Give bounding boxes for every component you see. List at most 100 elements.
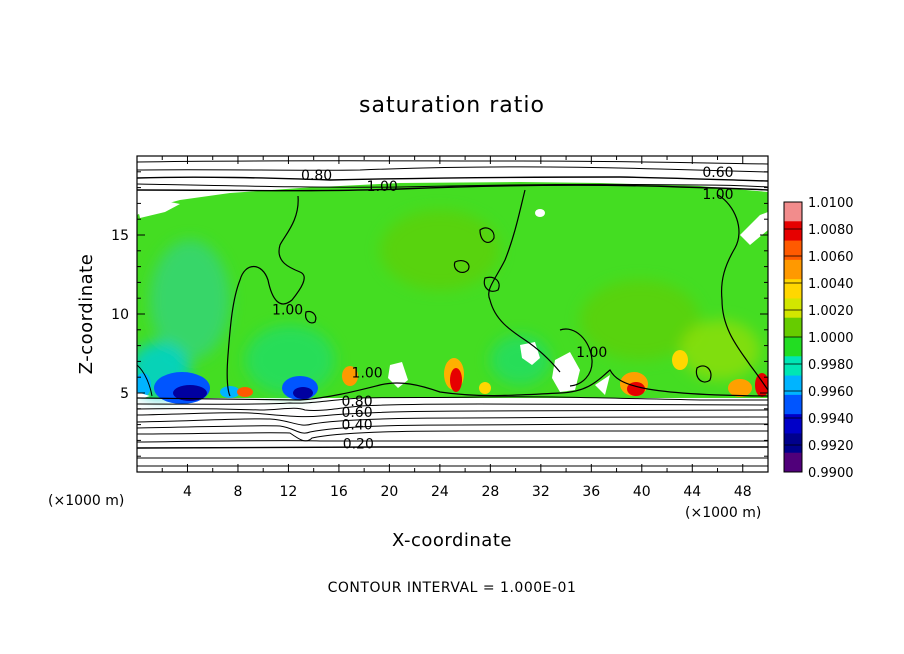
contour-line [717,194,768,391]
contour-line [695,365,712,383]
contour-label: 0.40 [341,418,372,434]
z-unit-label: (×1000 m) [48,493,124,509]
colorbar-label: 1.0080 [808,223,854,238]
unsaturated-hole [740,212,768,245]
contour-line [137,430,768,442]
contour-line [137,409,768,418]
moist-patch [245,325,335,395]
colorbar-label: 0.9980 [808,358,854,373]
x-axis-label: X-coordinate [392,530,512,551]
moist-patch [580,280,700,360]
moist-patch [680,320,760,380]
contour-label: 1.00 [367,179,398,195]
contour-label: 0.80 [341,394,372,410]
colorbar-swatch [784,317,802,338]
dry-pocket [173,385,207,401]
contour-line [137,396,768,405]
colorbar-swatch [784,279,802,299]
contour-line [137,364,153,397]
x-tick-label: 36 [582,484,600,500]
cloud-shading [137,210,760,398]
contour-label: 1.00 [352,365,383,381]
colorbar-swatch [784,433,802,454]
contour-line [305,310,317,324]
colorbar-swatch [784,298,802,319]
contour-label: 0.80 [301,168,332,184]
plot-area [137,156,768,472]
colorbar-swatch [784,375,802,396]
contour-line [483,276,500,292]
x-tick-label: 16 [330,484,348,500]
contour-line [137,423,768,434]
contour-interval-note: CONTOUR INTERVAL = 1.000E-01 [328,580,577,596]
colorbar-swatch [784,259,802,280]
colorbar-label: 0.9940 [808,412,854,427]
unsaturated-hole [535,209,545,217]
colorbar-swatch [784,202,802,222]
x-tick-label: 40 [633,484,651,500]
colorbar: 1.0100 1.0080 1.0060 1.0040 1.0020 1.0000 0.99… [783,196,854,481]
x-tick-label: 28 [481,484,499,500]
colorbar-swatch [784,337,802,357]
contour-line [226,195,305,397]
x-tick-label: 4 [183,484,192,500]
x-axis-ticks: 4 8 12 16 20 24 28 32 36 40 44 48 [161,156,752,500]
contour-label: 1.00 [702,187,733,203]
contour-line [137,403,768,411]
contour-label: 1.00 [576,345,607,361]
x-tick-label: 48 [734,484,752,500]
y-axis-ticks: 5 10 15 [111,171,768,457]
contour-line [137,176,768,182]
colorbar-swatch [784,221,802,242]
contour-label: 0.60 [702,165,733,181]
contour-line [137,416,768,426]
x-unit-label: (×1000 m) [685,505,761,521]
supersat-pocket [755,373,768,397]
colorbar-swatch [784,240,802,261]
y-tick-label: 5 [120,386,129,402]
colorbar-label: 0.9900 [808,466,854,481]
colorbar-label: 0.9960 [808,385,854,400]
supersat-pocket [672,350,688,370]
colorbar-swatch [784,452,802,473]
contour-line [137,184,768,192]
unsaturated-hole [137,200,180,218]
moist-patch [490,335,550,385]
x-tick-label: 20 [380,484,398,500]
colorbar-label: 1.0040 [808,277,854,292]
contour-lines [137,160,768,467]
x-tick-label: 24 [431,484,449,500]
y-tick-label: 10 [111,307,129,323]
chart-title: saturation ratio [359,93,545,118]
supersat-pocket [237,387,253,397]
colorbar-label: 1.0000 [808,331,854,346]
colorbar-swatch [784,394,802,415]
cloud-field [137,182,768,404]
contour-label: 1.00 [272,302,303,318]
supersat-pocket [450,368,462,392]
contour-label: 0.60 [341,405,372,421]
supersat-pocket [342,366,358,386]
contour-line [479,227,495,244]
contour-label: 0.20 [343,437,374,453]
x-tick-label: 8 [233,484,242,500]
unsaturated-hole [595,375,610,395]
y-tick-label: 15 [111,228,129,244]
moist-patch [150,240,230,360]
contour-line [453,259,470,274]
colorbar-label: 0.9920 [808,439,854,454]
moist-patch [380,210,500,290]
supersat-pocket [728,379,752,397]
colorbar-swatch [784,414,802,434]
contour-line [137,440,768,443]
dry-pocket [220,386,240,398]
dry-pocket [293,387,313,399]
colorbar-label: 1.0020 [808,304,854,319]
colorbar-label: 1.0060 [808,250,854,265]
x-tick-label: 32 [532,484,550,500]
y-axis-label: Z-coordinate [76,254,97,375]
contour-line [137,369,768,401]
unsaturated-hole [388,362,408,388]
contour-line [137,160,768,165]
colorbar-label: 1.0100 [808,196,854,211]
